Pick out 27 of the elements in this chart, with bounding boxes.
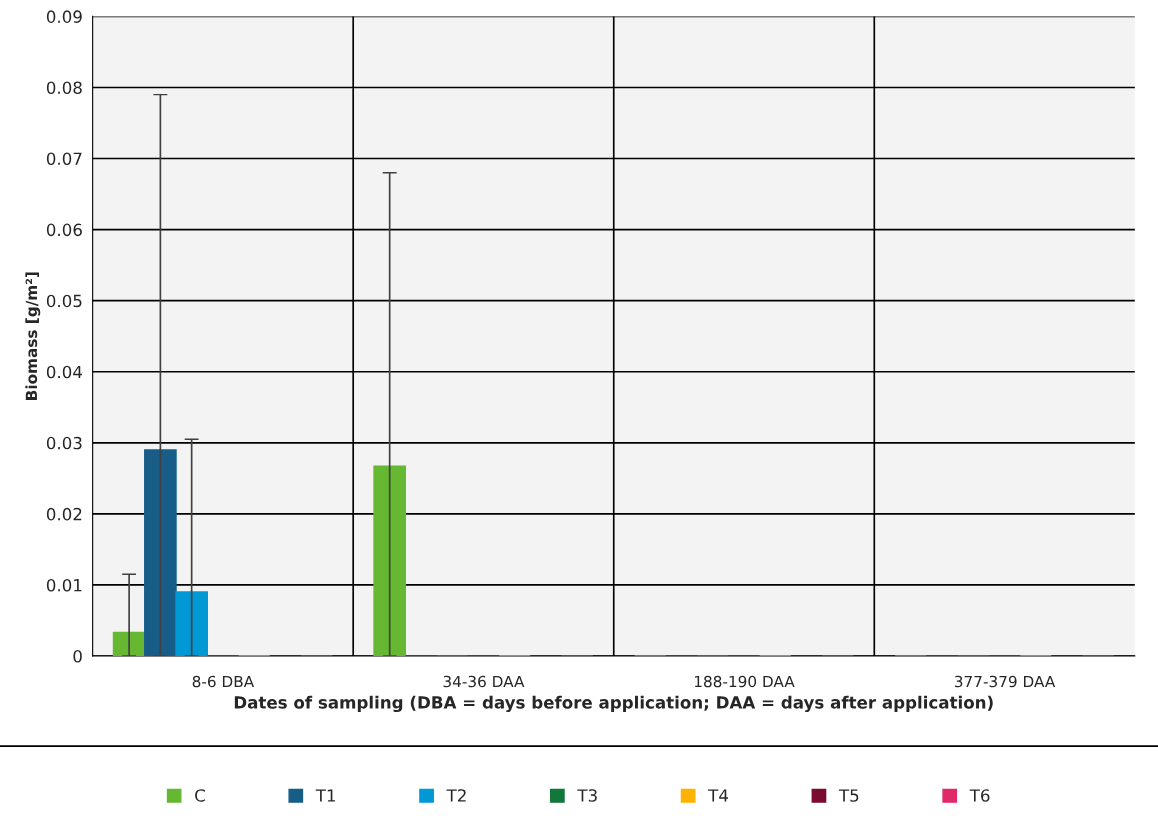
y-tick-label: 0.09 [46, 10, 82, 23]
legend-label: T5 [838, 789, 859, 802]
y-tick-label: 0.04 [46, 365, 82, 379]
y-tick-label: 0.03 [46, 436, 82, 450]
y-tick-label: 0.05 [46, 294, 82, 308]
bar [112, 631, 146, 656]
x-axis-title: Dates of sampling (DBA = days before application; DAA = days after application) [234, 695, 993, 713]
bar [144, 449, 177, 656]
y-tick-label: 0.08 [46, 81, 82, 95]
bar [373, 465, 406, 656]
y-tick-label: 0 [73, 649, 82, 663]
y-tick-label: 0.07 [46, 152, 82, 166]
x-tick-label: 8-6 DBA [192, 675, 255, 688]
x-tick-label: 188-190 DAA [694, 675, 795, 688]
legend-label: T6 [969, 789, 990, 802]
legend-label: T1 [315, 789, 336, 802]
y-tick-label: 0.01 [46, 578, 82, 592]
legend-label: T3 [577, 789, 597, 802]
y-axis-title: Biomass [g/m²] [25, 272, 41, 400]
y-tick-label: 0.02 [46, 507, 82, 521]
legend-label: T2 [446, 789, 466, 802]
x-tick-label: 377-379 DAA [954, 675, 1056, 688]
legend-label: C [195, 789, 205, 802]
x-tick-label: 34-36 DAA [443, 675, 525, 688]
bar [175, 591, 208, 656]
y-tick-label: 0.06 [46, 223, 82, 237]
legend-label: T4 [708, 789, 728, 802]
